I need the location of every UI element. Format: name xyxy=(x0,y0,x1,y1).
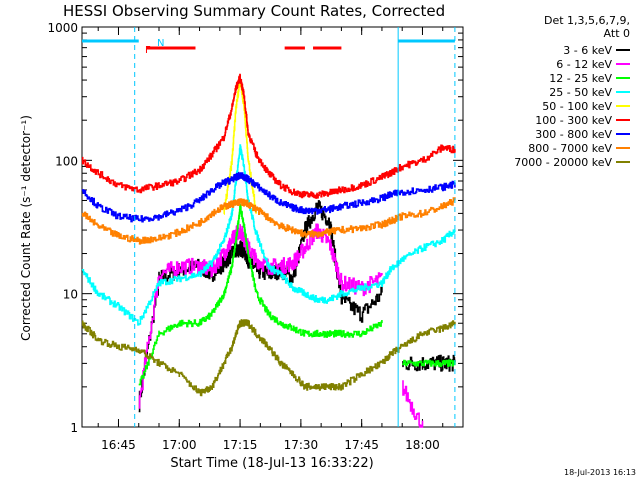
x-tick-label: 16:45 xyxy=(101,438,136,452)
chart-title: HESSI Observing Summary Count Rates, Cor… xyxy=(63,2,445,20)
footer-date: 18-Jul-2013 16:13 xyxy=(564,468,636,477)
legend-label: 12 - 25 keV xyxy=(549,72,612,85)
series-line-100-300kev xyxy=(81,73,456,199)
legend-label: 3 - 6 keV xyxy=(563,44,612,57)
annotation-n: N xyxy=(157,38,164,49)
legend-label: 7000 - 20000 keV xyxy=(514,156,612,169)
series-line-6-12kev xyxy=(138,223,383,409)
x-tick-label: 17:45 xyxy=(344,438,379,452)
legend-label: 25 - 50 keV xyxy=(549,86,612,99)
y-tick-label: 100 xyxy=(55,154,78,168)
y-tick-label: 1000 xyxy=(47,21,78,35)
series-line-7000-20000kev xyxy=(81,319,456,397)
y-tick-label: 10 xyxy=(63,288,78,302)
legend-label: 6 - 12 keV xyxy=(556,58,612,71)
x-axis-label: Start Time (18-Jul-13 16:33:22) xyxy=(170,456,373,471)
x-tick-label: 17:15 xyxy=(223,438,258,452)
series-line-6-12kev xyxy=(402,380,424,428)
legend-label: 300 - 800 keV xyxy=(535,128,612,141)
x-tick-label: 18:00 xyxy=(405,438,440,452)
y-axis-label: Corrected Count Rate (s⁻¹ detector⁻¹) xyxy=(19,115,33,341)
legend-label: 800 - 7000 keV xyxy=(528,142,612,155)
legend-header: Det 1,3,5,6,7,9, xyxy=(544,14,630,27)
legend-label: 50 - 100 keV xyxy=(542,100,612,113)
series-line-25-50kev xyxy=(81,144,456,326)
legend-header: Att 0 xyxy=(604,27,630,40)
series-line-12-25kev xyxy=(402,359,456,367)
x-tick-label: 17:00 xyxy=(162,438,197,452)
series-line-800-7000kev xyxy=(81,197,456,245)
legend-label: 100 - 300 keV xyxy=(535,114,612,127)
x-tick-label: 17:30 xyxy=(284,438,319,452)
plot-frame xyxy=(81,26,464,428)
annotation-f: F xyxy=(145,45,151,56)
y-tick-label: 1 xyxy=(70,421,78,435)
series-line-300-800kev xyxy=(81,171,456,223)
series-line-12-25kev xyxy=(138,203,383,386)
